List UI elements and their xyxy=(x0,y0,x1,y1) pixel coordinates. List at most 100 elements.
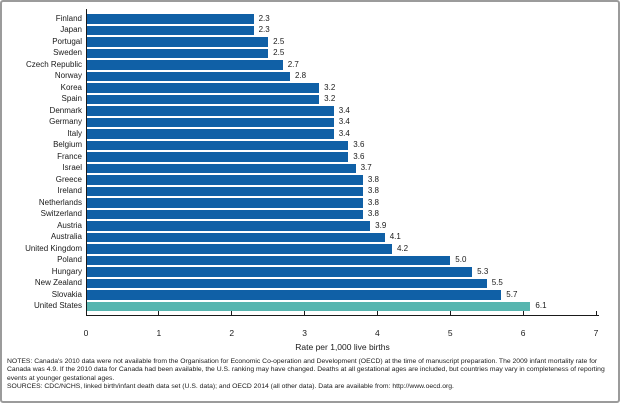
bar xyxy=(86,117,334,127)
category-label: Germany xyxy=(49,117,82,127)
value-label: 2.5 xyxy=(273,36,285,46)
bar-track: 5.5 xyxy=(86,278,596,290)
value-label: 3.9 xyxy=(375,220,387,230)
bar-row: Slovakia 5.7 xyxy=(2,289,618,301)
value-label: 3.4 xyxy=(338,128,350,138)
bar-track: 3.4 xyxy=(86,128,596,140)
x-tick-mark xyxy=(304,311,306,315)
category-label: Spain xyxy=(61,94,82,104)
x-tick-mark xyxy=(376,311,378,315)
bar-row: Hungary 5.3 xyxy=(2,266,618,278)
category-label: Greece xyxy=(55,174,82,184)
bar xyxy=(86,71,290,81)
value-label: 3.7 xyxy=(360,163,372,173)
category-label: Czech Republic xyxy=(25,59,82,69)
bar-track: 3.6 xyxy=(86,140,596,152)
category-label: Austria xyxy=(57,220,82,230)
category-label: Norway xyxy=(54,71,82,81)
x-tick-mark xyxy=(158,311,160,315)
category-label: Belgium xyxy=(53,140,82,150)
bar-track: 3.8 xyxy=(86,209,596,221)
bar xyxy=(86,140,349,150)
bar-track: 3.8 xyxy=(86,174,596,186)
bar-track: 2.3 xyxy=(86,25,596,37)
bar-track: 3.6 xyxy=(86,151,596,163)
value-label: 3.8 xyxy=(367,174,379,184)
category-label: France xyxy=(57,151,82,161)
bar xyxy=(86,186,363,196)
value-label: 3.2 xyxy=(324,94,336,104)
value-label: 3.4 xyxy=(338,117,350,127)
value-label: 2.3 xyxy=(258,25,270,35)
value-label: 3.2 xyxy=(324,82,336,92)
bar-highlighted xyxy=(86,301,531,311)
bar xyxy=(86,14,254,24)
category-label: Portugal xyxy=(52,36,82,46)
category-label: New Zealand xyxy=(34,278,82,288)
bar-track: 3.8 xyxy=(86,197,596,209)
category-label: Ireland xyxy=(57,186,82,196)
bar-row: Italy 3.4 xyxy=(2,128,618,140)
bar-rows: Finland 2.3 Japan 2.3 Portugal 2.5 Sweden 2.5 Cz… xyxy=(2,13,618,312)
bar xyxy=(86,83,320,93)
x-axis-title: Rate per 1,000 live births xyxy=(295,342,390,352)
bar-row: Austria 3.9 xyxy=(2,220,618,232)
bar xyxy=(86,152,349,162)
value-label: 4.2 xyxy=(397,243,409,253)
bar-track: 4.2 xyxy=(86,243,596,255)
x-tick-mark xyxy=(595,311,597,315)
bar xyxy=(86,278,487,288)
x-tick-label: 0 xyxy=(83,328,89,338)
category-label: Australia xyxy=(50,232,82,242)
bar-row: Poland 5.0 xyxy=(2,255,618,267)
x-tick-label: 4 xyxy=(375,328,380,338)
x-tick-label: 6 xyxy=(520,328,526,338)
x-axis-line xyxy=(86,315,599,316)
value-label: 5.5 xyxy=(491,278,503,288)
bar xyxy=(86,244,392,254)
category-label: Korea xyxy=(60,82,82,92)
bar-track: 4.1 xyxy=(86,232,596,244)
x-tick-mark xyxy=(449,311,451,315)
category-label: United Kingdom xyxy=(25,243,82,253)
bar xyxy=(86,232,385,242)
value-label: 5.0 xyxy=(455,255,467,265)
sources-text: SOURCES: CDC/NCHS, linked birth/infant d… xyxy=(7,382,454,390)
value-label: 2.3 xyxy=(258,13,270,23)
bar xyxy=(86,209,363,219)
bar xyxy=(86,163,356,173)
value-label: 2.5 xyxy=(273,48,285,58)
bar-row: Norway 2.8 xyxy=(2,71,618,83)
value-label: 2.8 xyxy=(295,71,307,81)
bar xyxy=(86,60,283,70)
bar-row: Finland 2.3 xyxy=(2,13,618,25)
category-label: United States xyxy=(33,301,82,311)
bar-row: Ireland 3.8 xyxy=(2,186,618,198)
category-label: Hungary xyxy=(51,266,82,276)
value-label: 3.4 xyxy=(338,105,350,115)
bar-track: 3.8 xyxy=(86,186,596,198)
bar xyxy=(86,267,473,277)
bar-track: 3.4 xyxy=(86,117,596,129)
category-label: Japan xyxy=(60,25,82,35)
bar xyxy=(86,290,502,300)
x-tick-label: 5 xyxy=(447,328,453,338)
bar-track: 5.3 xyxy=(86,266,596,278)
bar-row: Sweden 2.5 xyxy=(2,48,618,60)
x-tick-mark xyxy=(231,311,233,315)
bar xyxy=(86,37,269,47)
bar-track: 3.7 xyxy=(86,163,596,175)
bar-row: Germany 3.4 xyxy=(2,117,618,129)
value-label: 3.8 xyxy=(367,197,379,207)
bar xyxy=(86,25,254,35)
bar-row: Portugal 2.5 xyxy=(2,36,618,48)
bar-row: Belgium 3.6 xyxy=(2,140,618,152)
bar-row: Netherlands 3.8 xyxy=(2,197,618,209)
category-label: Sweden xyxy=(53,48,82,58)
footnotes: NOTES: Canada's 2010 data were not avail… xyxy=(7,358,613,391)
bar-track: 2.7 xyxy=(86,59,596,71)
bar xyxy=(86,106,334,116)
bar xyxy=(86,198,363,208)
bar-track: 3.2 xyxy=(86,94,596,106)
value-label: 3.6 xyxy=(353,140,365,150)
